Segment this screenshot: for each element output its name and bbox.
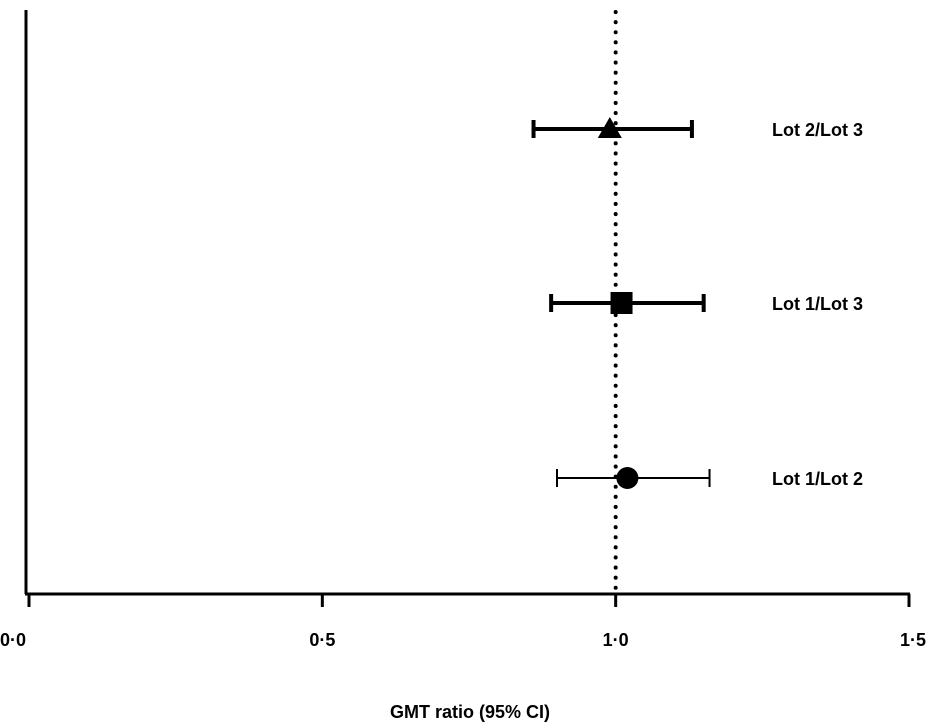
x-tick-label: 1·0 <box>603 630 629 650</box>
series-label: Lot 1/Lot 3 <box>772 294 863 314</box>
series-label: Lot 2/Lot 3 <box>772 120 863 140</box>
x-axis-ticks <box>27 594 911 607</box>
estimate-row: Lot 2/Lot 3 <box>531 117 863 140</box>
estimates: Lot 2/Lot 3 Lot 1/Lot 3 Lot 1/Lot 2 <box>531 117 863 489</box>
triangle-marker <box>597 117 622 138</box>
x-tick-label: 0·5 <box>309 630 335 650</box>
estimate-row: Lot 1/Lot 3 <box>549 292 863 314</box>
x-axis-title: GMT ratio (95% CI) <box>390 702 550 722</box>
circle-marker <box>616 467 639 489</box>
square-marker <box>610 292 633 314</box>
estimate-row: Lot 1/Lot 2 <box>556 467 863 489</box>
series-label: Lot 1/Lot 2 <box>772 469 863 489</box>
x-axis-tick-labels: 0·0 0·5 1·0 1·5 <box>0 630 926 650</box>
x-tick-label: 0·0 <box>0 630 26 650</box>
x-tick-label: 1·5 <box>900 630 926 650</box>
